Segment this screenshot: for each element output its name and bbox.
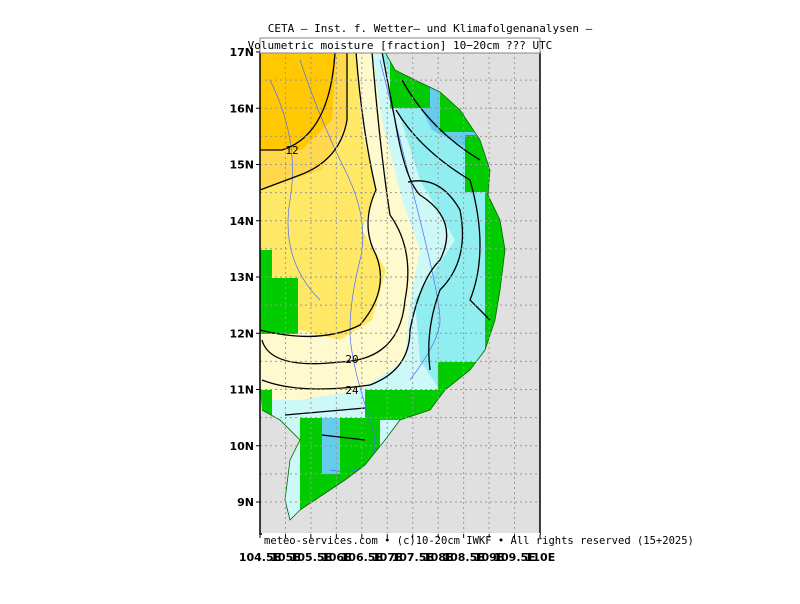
lon-label: 110E — [525, 551, 555, 564]
contour-label: 20 — [345, 353, 358, 366]
lon-label: 106.5E — [341, 551, 383, 564]
lat-label: 12N — [229, 327, 254, 340]
subtitle: Volumetric moisture [fraction] 10−20cm ?… — [248, 39, 553, 52]
lon-label: 105.5E — [290, 551, 332, 564]
lat-label: 9N — [237, 496, 254, 509]
title: CETA – Inst. f. Wetter– und Klimafolgena… — [268, 22, 593, 35]
lon-label: 107E — [372, 551, 402, 564]
coastline — [260, 51, 506, 521]
lat-label: 10N — [229, 440, 254, 453]
footer-bg — [262, 533, 540, 546]
lon-label: 109E — [474, 551, 504, 564]
lon-label: 104.5E — [239, 551, 281, 564]
lon-label: 108.5E — [442, 551, 484, 564]
lat-label: 11N — [229, 384, 254, 397]
lon-label: 108E — [423, 551, 453, 564]
lon-label: 107.5E — [392, 551, 434, 564]
lon-label: 105E — [270, 551, 300, 564]
lat-label: 17N — [229, 46, 254, 59]
subtitle-box — [259, 37, 541, 54]
lon-label: 106E — [321, 551, 351, 564]
lat-label: 13N — [229, 271, 254, 284]
lon-label: 109.5E — [493, 551, 535, 564]
contour-label: 12 — [285, 144, 298, 157]
contour-label: 24 — [345, 384, 359, 397]
lat-label: 14N — [229, 215, 254, 228]
lat-label: 16N — [229, 102, 254, 115]
footer: meteo-services.com • (c)10-20cm IWKF • A… — [264, 535, 694, 547]
lat-label: 15N — [229, 159, 254, 172]
moisture-field — [260, 52, 505, 520]
